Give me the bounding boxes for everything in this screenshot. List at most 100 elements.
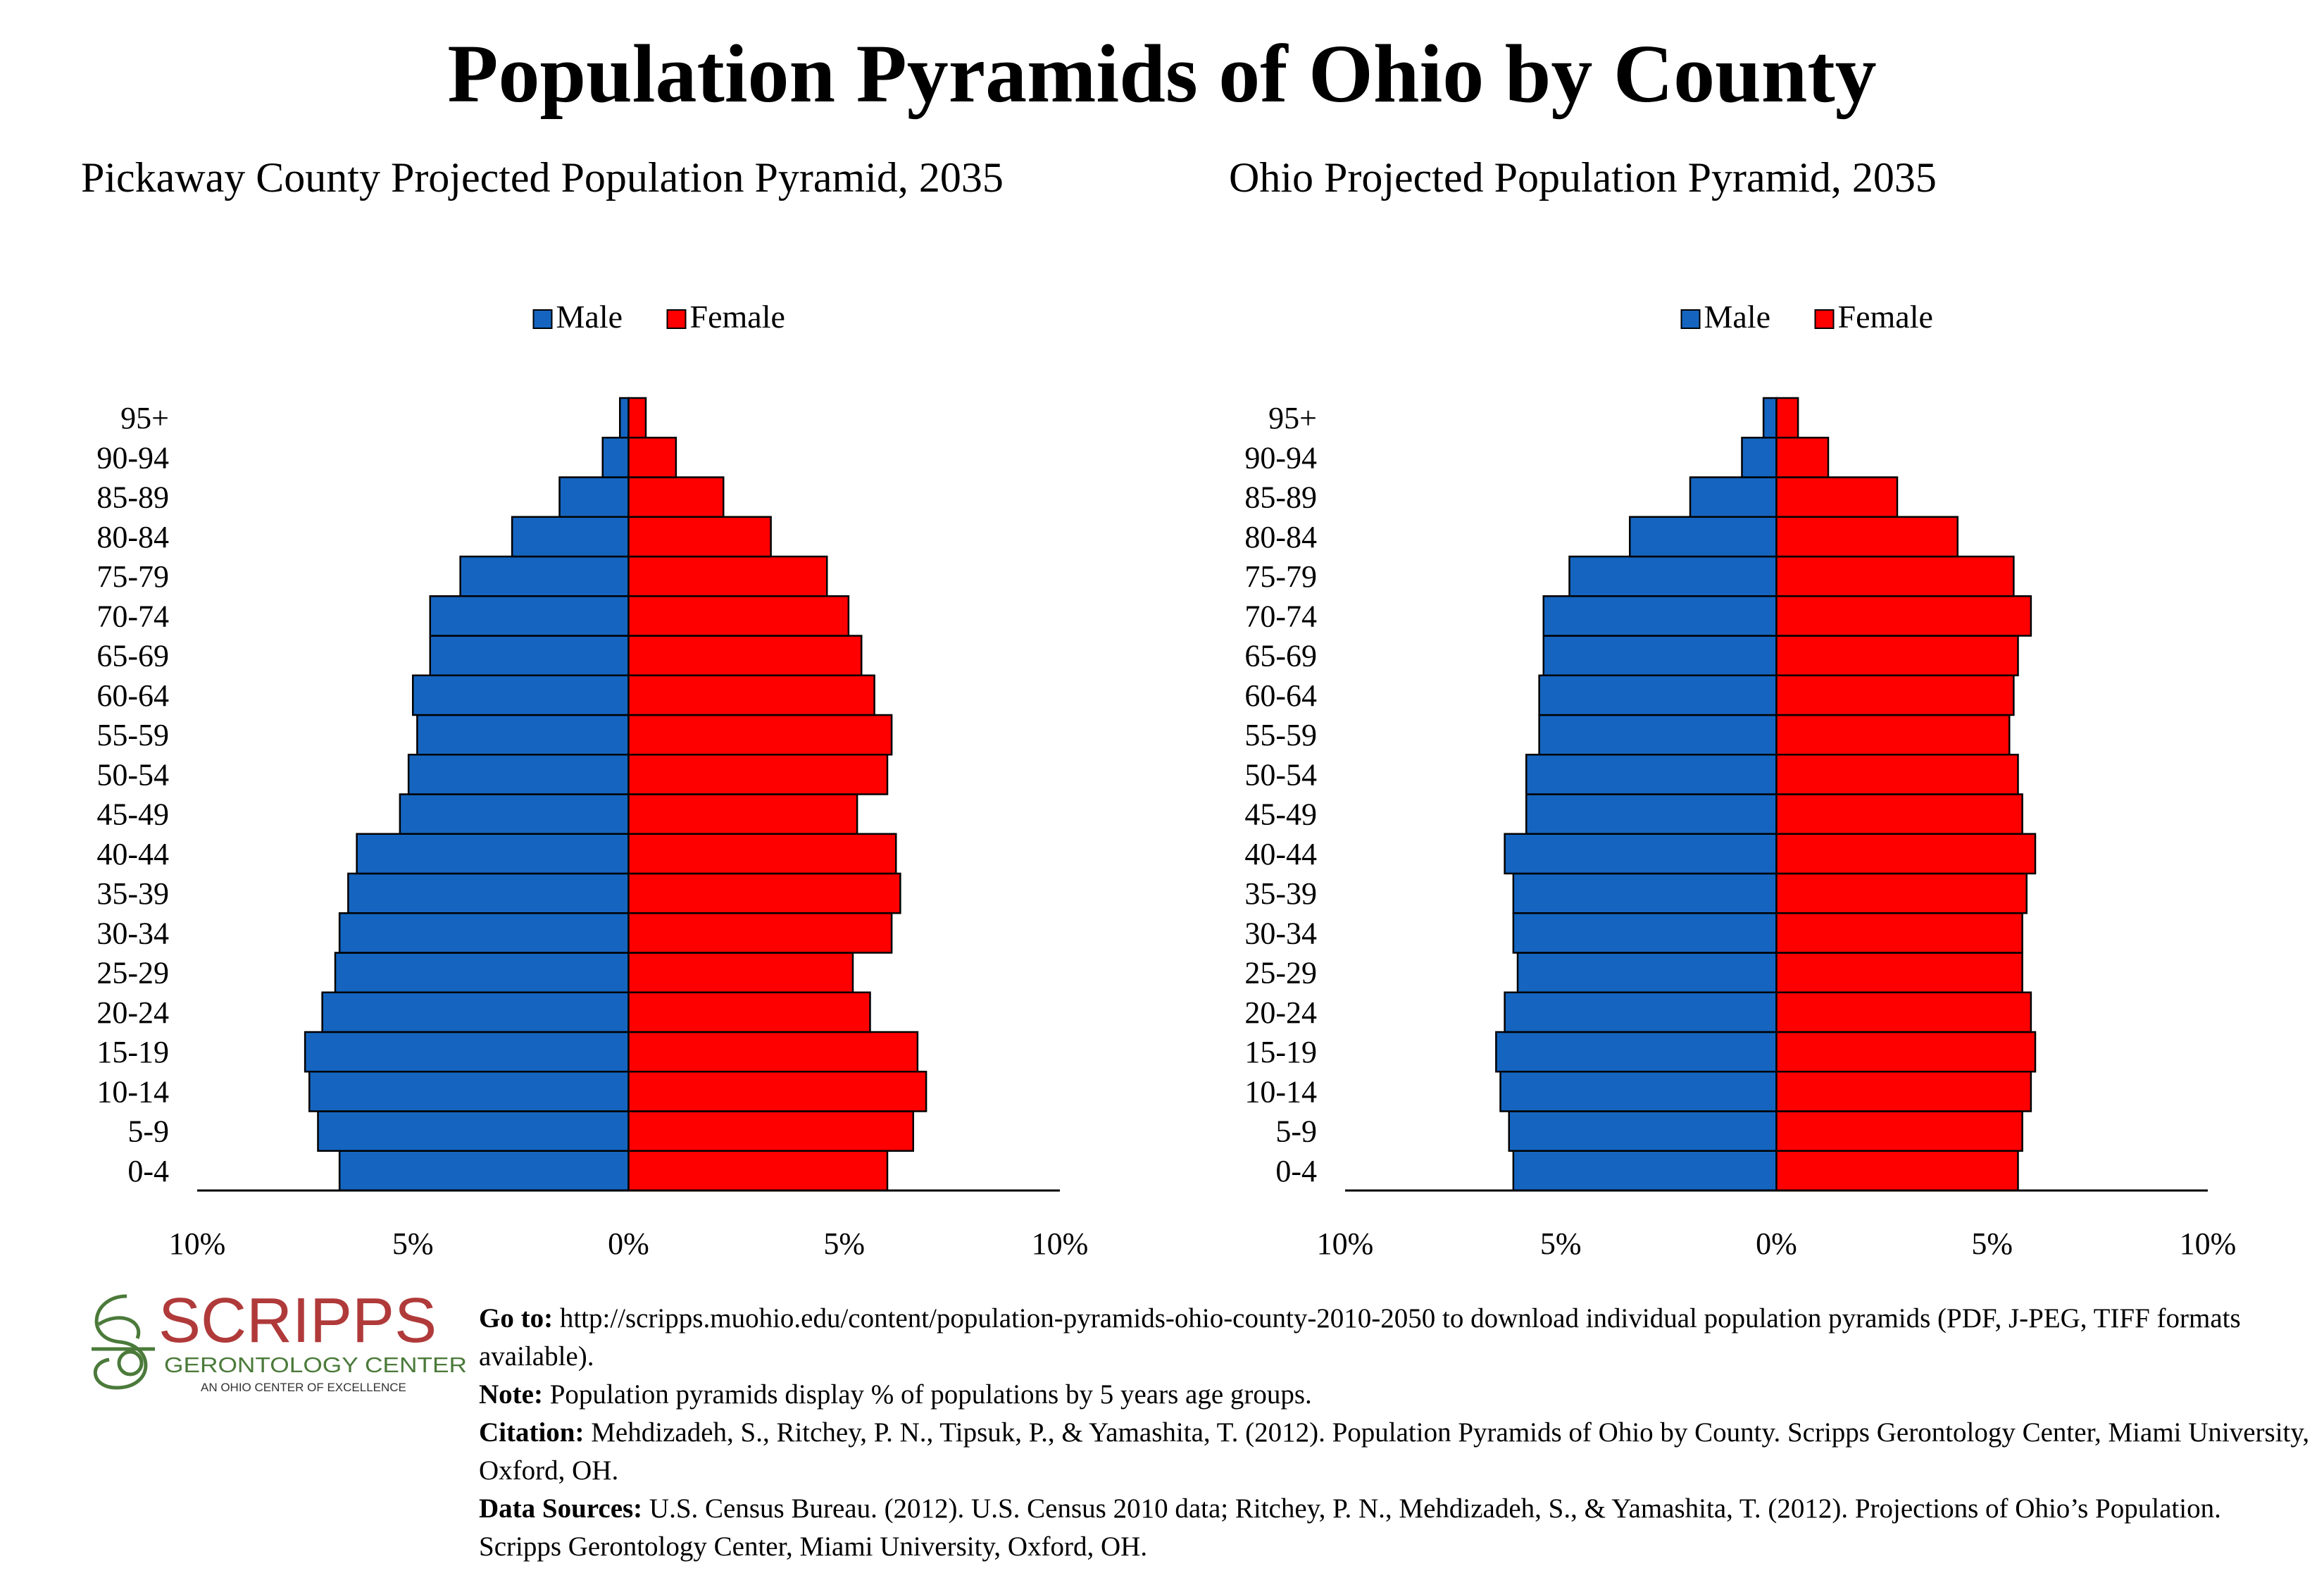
pickaway-age-label-35-39: 35-39: [96, 876, 169, 911]
pickaway-age-label-55-59: 55-59: [96, 718, 169, 752]
ohio-female-bar-30-34: [1775, 912, 2023, 954]
pickaway-chart-title: Pickaway County Projected Population Pyr…: [81, 154, 1004, 201]
pickaway-age-label-45-49: 45-49: [96, 797, 169, 832]
ohio-age-label-70-74: 70-74: [1244, 599, 1317, 633]
pickaway-female-bar-20-24: [627, 991, 871, 1033]
ohio-female-bar-40-44: [1775, 833, 2037, 875]
pickaway-male-bar-35-39: [347, 872, 630, 914]
pickaway-female-bar-95+: [627, 397, 647, 439]
ohio-legend: Male Female: [1680, 299, 1933, 335]
ohio-female-bar-5-9: [1775, 1110, 2023, 1152]
pickaway-male-bar-85-89: [558, 476, 630, 518]
ohio-age-label-5-9: 5-9: [1275, 1114, 1317, 1149]
ohio-female-bar-15-19: [1775, 1031, 2037, 1073]
ohio-age-label-30-34: 30-34: [1244, 916, 1317, 950]
pickaway-male-bar-60-64: [412, 674, 630, 716]
pickaway-female-bar-80-84: [627, 516, 772, 558]
ohio-female-bar-95+: [1775, 397, 1799, 439]
ohio-x-tick-label: 10%: [1317, 1226, 1374, 1261]
ohio-age-label-25-29: 25-29: [1244, 956, 1317, 990]
ohio-age-label-35-39: 35-39: [1244, 876, 1317, 911]
ohio-female-bar-45-49: [1775, 793, 2023, 835]
pickaway-age-label-95+: 95+: [120, 401, 169, 435]
logo-name: SCRIPPS: [158, 1286, 437, 1356]
ohio-male-bar-5-9: [1508, 1110, 1778, 1152]
ohio-female-bar-50-54: [1775, 754, 2019, 795]
pickaway-male-bar-95+: [619, 397, 630, 439]
ohio-age-label-15-19: 15-19: [1244, 1035, 1317, 1069]
ohio-male-bar-60-64: [1538, 674, 1778, 716]
ohio-female-bar-25-29: [1775, 952, 2023, 993]
ohio-female-bar-70-74: [1775, 595, 2032, 637]
ohio-age-label-65-69: 65-69: [1244, 639, 1317, 673]
scripps-swirl-icon: [92, 1294, 155, 1390]
pickaway-age-label-10-14: 10-14: [96, 1074, 169, 1109]
ohio-female-bar-90-94: [1775, 437, 1830, 478]
pickaway-female-bar-0-4: [627, 1150, 889, 1192]
pickaway-x-tick-label: 10%: [1032, 1226, 1089, 1261]
pickaway-female-bar-50-54: [627, 754, 889, 795]
ohio-x-tick-label: 0%: [1756, 1226, 1797, 1261]
ohio-male-bar-90-94: [1741, 437, 1778, 478]
ohio-age-label-75-79: 75-79: [1244, 559, 1317, 594]
ohio-male-bar-35-39: [1512, 872, 1778, 914]
ohio-age-label-45-49: 45-49: [1244, 797, 1317, 832]
ohio-female-bar-20-24: [1775, 991, 2032, 1033]
ohio-male-bar-30-34: [1512, 912, 1778, 954]
pickaway-male-bar-75-79: [459, 555, 630, 597]
ohio-male-bar-0-4: [1512, 1150, 1778, 1192]
ohio-male-bar-75-79: [1568, 555, 1778, 597]
pickaway-age-label-0-4: 0-4: [127, 1154, 169, 1188]
ohio-age-label-90-94: 90-94: [1244, 440, 1317, 475]
ohio-male-bar-25-29: [1516, 952, 1778, 993]
ohio-male-bar-10-14: [1499, 1071, 1778, 1112]
ohio-female-bar-85-89: [1775, 476, 1899, 518]
pickaway-female-bar-15-19: [627, 1031, 919, 1073]
ohio-female-bar-0-4: [1775, 1150, 2019, 1192]
pickaway-male-bar-45-49: [399, 793, 630, 835]
ohio-age-label-10-14: 10-14: [1244, 1074, 1317, 1109]
pickaway-female-bar-25-29: [627, 952, 854, 993]
ohio-male-bar-50-54: [1525, 754, 1778, 795]
pickaway-female-bar-75-79: [627, 555, 828, 597]
pickaway-female-bar-5-9: [627, 1110, 914, 1152]
pickaway-age-label-65-69: 65-69: [96, 639, 169, 673]
ohio-female-bar-55-59: [1775, 714, 2011, 756]
ohio-x-tick-label: 10%: [2180, 1226, 2237, 1261]
pickaway-female-bar-10-14: [627, 1071, 927, 1112]
pickaway-female-bar-85-89: [627, 476, 725, 518]
ohio-legend-swatch-male: [1680, 309, 1701, 329]
pickaway-male-bar-80-84: [511, 516, 630, 558]
ohio-x-tick-label: 5%: [1971, 1226, 2013, 1261]
ohio-age-label-60-64: 60-64: [1244, 678, 1317, 713]
ohio-age-label-85-89: 85-89: [1244, 480, 1317, 515]
pyramid-note: Note: Population pyramids display % of p…: [479, 1379, 1312, 1410]
pickaway-male-bar-5-9: [317, 1110, 630, 1152]
ohio-x-tick-label: 5%: [1540, 1226, 1582, 1261]
ohio-age-label-95+: 95+: [1268, 401, 1317, 435]
ohio-legend-label-male: Male: [1704, 299, 1771, 335]
ohio-age-label-55-59: 55-59: [1244, 718, 1317, 752]
ohio-male-bar-65-69: [1542, 635, 1778, 676]
pickaway-age-label-80-84: 80-84: [96, 520, 169, 554]
pickaway-age-label-75-79: 75-79: [96, 559, 169, 594]
page-title: Population Pyramids of Ohio by County: [447, 27, 1877, 120]
pickaway-age-label-85-89: 85-89: [96, 480, 169, 515]
pickaway-age-label-40-44: 40-44: [96, 837, 169, 871]
pickaway-female-bar-30-34: [627, 912, 893, 954]
pickaway-female-bar-35-39: [627, 872, 901, 914]
ohio-male-bar-55-59: [1538, 714, 1778, 756]
ohio-age-label-40-44: 40-44: [1244, 837, 1317, 871]
pickaway-female-bar-45-49: [627, 793, 858, 835]
ohio-age-label-0-4: 0-4: [1275, 1154, 1317, 1188]
ohio-male-bar-45-49: [1525, 793, 1778, 835]
ohio-pyramid-chart: Ohio Projected Population Pyramid, 2035 M…: [1229, 154, 2237, 1261]
scripps-logo: SCRIPPS GERONTOLOGY CENTER AN OHIO CENTE…: [92, 1286, 467, 1394]
pickaway-age-label-90-94: 90-94: [96, 440, 169, 475]
pickaway-age-label-20-24: 20-24: [96, 995, 169, 1030]
pickaway-male-bar-40-44: [356, 833, 630, 875]
ohio-female-bar-75-79: [1775, 555, 2015, 597]
ohio-legend-label-female: Female: [1838, 299, 1933, 335]
pickaway-male-bar-50-54: [407, 754, 630, 795]
ohio-male-bar-95+: [1762, 397, 1778, 439]
